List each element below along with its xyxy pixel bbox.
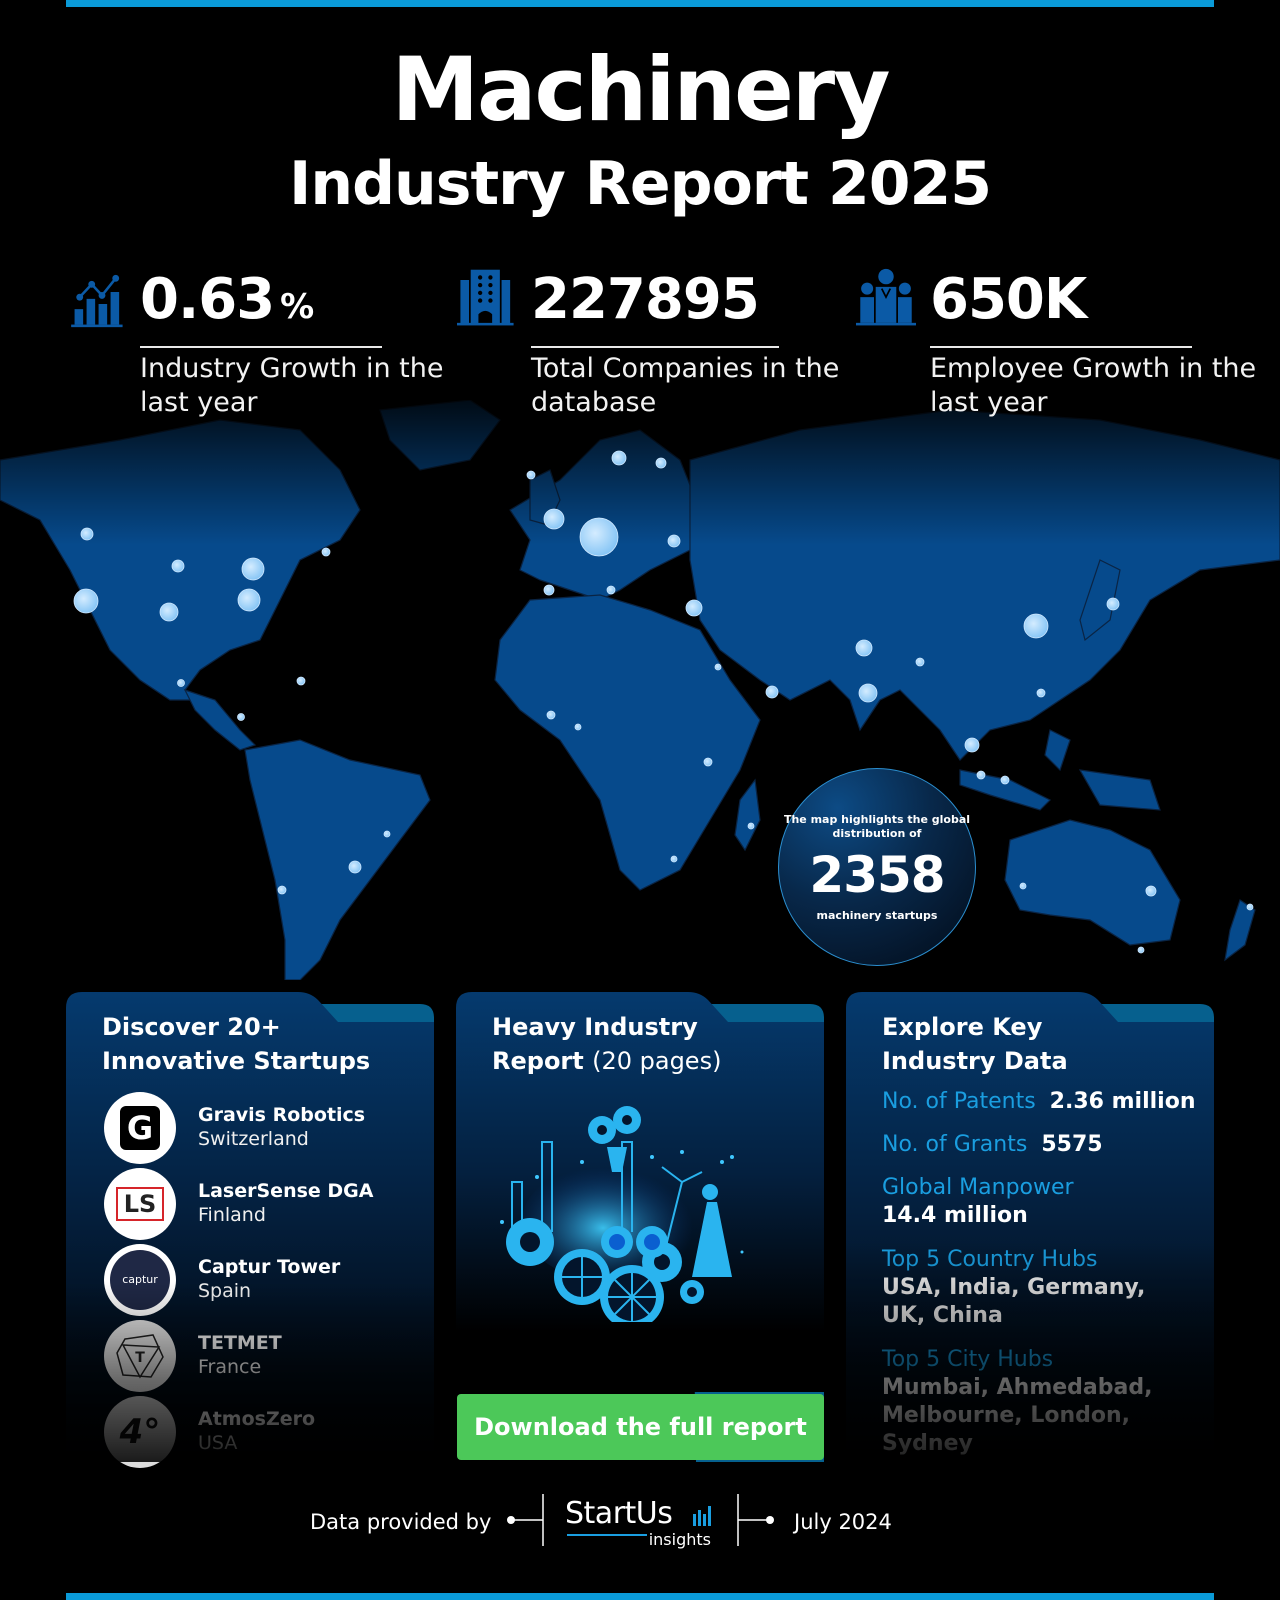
data-row-manpower: Global Manpower 14.4 million <box>882 1174 1202 1230</box>
badge-caption-bottom: machinery startups <box>816 909 938 922</box>
data-row-country-hubs: Top 5 Country Hubs USA, India, Germany, … <box>882 1246 1172 1330</box>
data-value: 14.4 million <box>882 1203 1028 1228</box>
data-key: No. of Grants <box>882 1132 1028 1157</box>
svg-text:T: T <box>135 1350 145 1366</box>
report-title: Heavy Industry Report <box>492 1013 698 1075</box>
industry-gears-illustration <box>500 1106 744 1322</box>
footer: Data provided by StartUs insights July 2… <box>0 1488 1280 1558</box>
data-value: USA, India, Germany, UK, China <box>882 1275 1146 1328</box>
stat-value: 650K <box>930 267 1087 332</box>
startup-count: 2358 <box>809 846 945 904</box>
atmoszero-logo-icon: 4° <box>104 1396 176 1468</box>
badge-caption-top: The map highlights the global distributi… <box>783 813 971 840</box>
startup-name: TETMET <box>198 1332 282 1354</box>
data-row-grants: No. of Grants 5575 <box>882 1131 1103 1159</box>
divider <box>930 346 1192 348</box>
bottom-accent-bar <box>66 1593 1214 1600</box>
stat-value: 227895 <box>531 267 760 332</box>
report-card[interactable]: Heavy Industry Report (20 pages) <box>456 992 824 1462</box>
divider <box>531 346 779 348</box>
stat-value: 0.63% <box>140 267 314 332</box>
startup-name: LaserSense DGA <box>198 1180 374 1202</box>
startup-country: Finland <box>198 1204 266 1226</box>
card-title: Discover 20+ Innovative Startups <box>102 1013 371 1075</box>
startup-item[interactable]: T TETMET France <box>104 1320 424 1394</box>
stat-label: Employee Growth in the last year <box>930 353 1257 418</box>
world-map <box>0 400 1280 980</box>
startup-country: Spain <box>198 1280 252 1302</box>
startup-country: Switzerland <box>198 1128 309 1150</box>
data-key: Top 5 City Hubs <box>882 1347 1054 1372</box>
data-value: 2.36 million <box>1049 1089 1196 1114</box>
top-accent-bar <box>66 0 1214 7</box>
data-key: No. of Patents <box>882 1089 1036 1114</box>
key-data-card[interactable]: Explore Key Industry Data No. of Patents… <box>846 992 1214 1462</box>
gravis-logo-icon: G <box>104 1092 176 1164</box>
card-title: Heavy Industry Report (20 pages) <box>492 1010 792 1078</box>
bars-icon <box>693 1506 711 1526</box>
tetmet-logo-icon: T <box>104 1320 176 1392</box>
page-subtitle: Industry Report 2025 <box>289 149 992 219</box>
brand-underline <box>567 1534 647 1536</box>
report-page-count: (20 pages) <box>592 1047 722 1075</box>
startups-card[interactable]: Discover 20+ Innovative Startups G Gravi… <box>66 992 434 1468</box>
brand-sub: insights <box>648 1530 711 1549</box>
data-key: Global Manpower <box>882 1175 1074 1200</box>
data-row-patents: No. of Patents 2.36 million <box>882 1088 1195 1116</box>
startup-item[interactable]: LS LaserSense DGA Finland <box>104 1168 424 1242</box>
team-icon <box>856 268 916 326</box>
startup-name: Gravis Robotics <box>198 1104 366 1126</box>
startup-name: Captur Tower <box>198 1256 341 1278</box>
card-title: Explore Key Industry Data <box>882 1013 1068 1075</box>
stat-label: Total Companies in the database <box>531 353 840 418</box>
data-value: Mumbai, Ahmedabad, Melbourne, London, Sy… <box>882 1375 1153 1456</box>
data-row-city-hubs: Top 5 City Hubs Mumbai, Ahmedabad, Melbo… <box>882 1346 1222 1458</box>
connector-left <box>507 1494 544 1546</box>
captur-logo-icon: captur <box>104 1244 176 1316</box>
stat-label: Industry Growth in the last year <box>140 353 444 418</box>
data-key: Top 5 Country Hubs <box>882 1247 1098 1272</box>
report-date: July 2024 <box>794 1510 892 1534</box>
data-value: 5575 <box>1041 1132 1103 1157</box>
startup-item[interactable]: captur Captur Tower Spain <box>104 1244 424 1318</box>
growth-chart-icon <box>71 274 123 328</box>
connector-right <box>737 1494 774 1546</box>
startup-name: AtmosZero <box>198 1408 316 1430</box>
startus-insights-logo[interactable]: StartUs insights <box>565 1496 717 1552</box>
download-report-button[interactable]: Download the full report <box>457 1394 824 1460</box>
stat-unit: % <box>280 287 314 327</box>
startup-country: USA <box>198 1432 238 1454</box>
startup-item[interactable]: 4° AtmosZero USA <box>104 1396 424 1470</box>
startup-country: France <box>198 1356 262 1378</box>
brand-name: StartUs <box>565 1496 673 1531</box>
startup-item[interactable]: G Gravis Robotics Switzerland <box>104 1092 424 1166</box>
divider <box>140 346 382 348</box>
page-title: Machinery <box>391 38 890 141</box>
lasersense-logo-icon: LS <box>104 1168 176 1240</box>
data-provided-label: Data provided by <box>310 1510 492 1534</box>
startup-count-badge: The map highlights the global distributi… <box>778 768 976 966</box>
building-icon <box>457 269 514 326</box>
